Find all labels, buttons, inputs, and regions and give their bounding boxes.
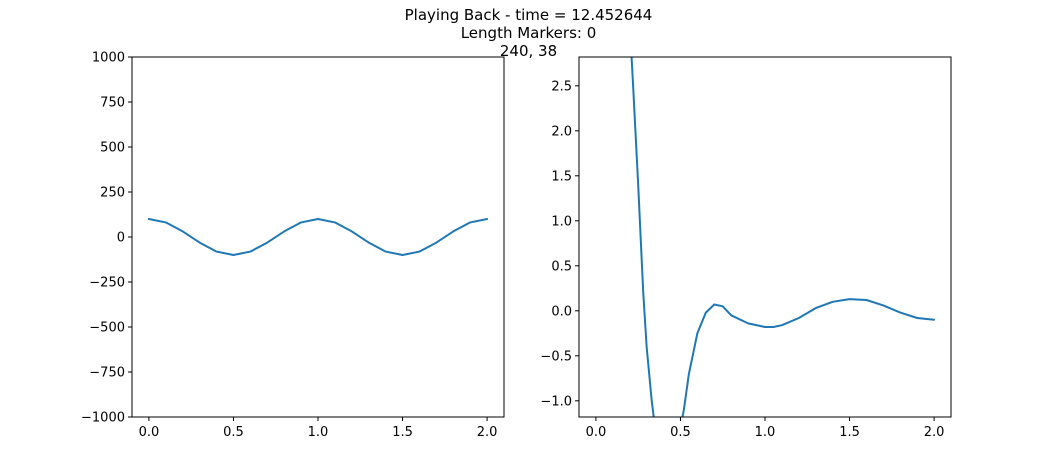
figure-title-line-2: Length Markers: 0	[460, 24, 597, 42]
left-plot-frame	[131, 56, 505, 418]
left-x-tick-label: 2.0	[477, 425, 498, 440]
figure-title-line-3: 240, 38	[499, 42, 558, 60]
left-series-line-0	[147, 218, 489, 256]
left-y-tick-label: 250	[100, 186, 125, 201]
left-x-tick-label: 1.5	[392, 425, 413, 440]
left-plot: 0.0 0.5 1.0 1.5 2.0 −1000 −750 −500 −250 0 250 500 7…	[81, 51, 505, 440]
right-series-line-0	[630, 57, 936, 417]
left-x-tick-label: 0.0	[139, 425, 160, 440]
left-y-tick-label: 0	[117, 231, 125, 246]
right-y-tick-label: 2.0	[551, 124, 572, 139]
left-y-tick-label: −250	[89, 276, 125, 291]
right-y-tick-label: 1.5	[551, 169, 572, 184]
right-y-tick-label: 2.5	[551, 79, 572, 94]
left-y-tick-label: −500	[89, 321, 125, 336]
left-x-tick-label: 1.0	[308, 425, 329, 440]
figure-title-line-1: Playing Back - time = 12.452644	[404, 6, 653, 24]
right-y-tick-label: −1.0	[540, 394, 572, 409]
left-y-tick-label: −750	[89, 366, 125, 381]
left-y-tick-label: 500	[100, 141, 125, 156]
right-plot: 0.0 0.5 1.0 1.5 2.0 −1.0 −0.5 0.0 0.5 1.0 1.5 2.0 2.…	[540, 56, 952, 440]
right-x-tick-label: 2.0	[924, 425, 945, 440]
left-y-tick-label: 750	[100, 96, 125, 111]
left-y-tick-label: −1000	[81, 411, 125, 426]
left-y-tick-label: 1000	[92, 51, 125, 66]
right-y-tick-label: 1.0	[551, 214, 572, 229]
right-x-tick-label: 1.0	[755, 425, 776, 440]
right-y-tick-label: 0.5	[551, 259, 572, 274]
right-x-tick-label: 0.5	[670, 425, 691, 440]
left-x-tick-label: 0.5	[223, 425, 244, 440]
right-x-tick-label: 1.5	[839, 425, 860, 440]
right-y-tick-label: −0.5	[540, 349, 572, 364]
right-x-tick-label: 0.0	[586, 425, 607, 440]
right-y-tick-label: 0.0	[551, 304, 572, 319]
